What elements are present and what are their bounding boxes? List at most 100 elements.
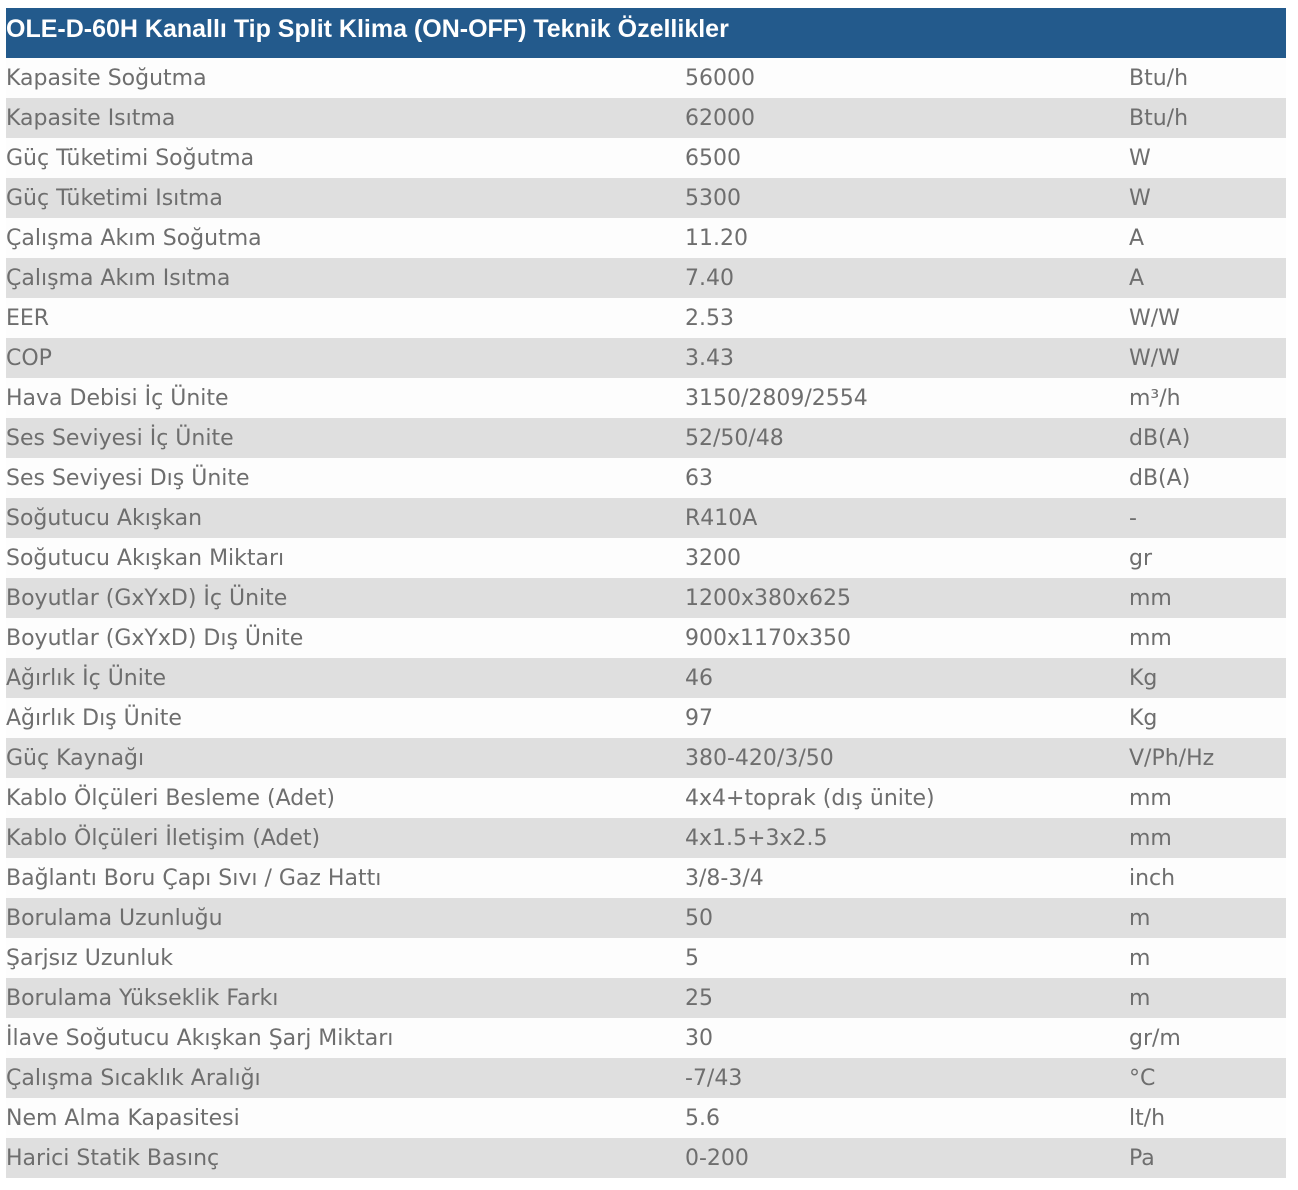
table-title: OLE-D-60H Kanallı Tip Split Klima (ON-OF… <box>6 8 1286 58</box>
spec-unit: W/W <box>1129 305 1180 331</box>
spec-value: 0-200 <box>685 1145 749 1171</box>
spec-value: R410A <box>685 505 758 531</box>
spec-label: Borulama Uzunluğu <box>6 905 223 931</box>
table-row: Çalışma Sıcaklık Aralığı -7/43 °C <box>6 1058 1286 1098</box>
spec-value: 50 <box>685 905 713 931</box>
spec-label: Ağırlık İç Ünite <box>6 665 167 691</box>
table-row: Hava Debisi İç Ünite 3150/2809/2554 m³/h <box>6 378 1286 418</box>
table-row: Şarjsız Uzunluk 5 m <box>6 938 1286 978</box>
spec-label: Kapasite Isıtma <box>6 105 176 131</box>
spec-value: 56000 <box>685 65 755 91</box>
spec-value: 63 <box>685 465 713 491</box>
spec-label: Ağırlık Dış Ünite <box>6 705 182 731</box>
spec-value: 380-420/3/50 <box>685 745 834 771</box>
spec-label: Soğutucu Akışkan <box>6 505 203 531</box>
spec-unit: m <box>1129 905 1151 931</box>
table-row: Kablo Ölçüleri İletişim (Adet) 4x1.5+3x2.… <box>6 818 1286 858</box>
spec-value: 3200 <box>685 545 741 571</box>
spec-unit: mm <box>1129 625 1172 651</box>
spec-unit: Pa <box>1129 1145 1155 1171</box>
spec-unit: Kg <box>1129 665 1158 691</box>
spec-label: Ses Seviyesi Dış Ünite <box>6 465 250 491</box>
spec-label: Güç Tüketimi Isıtma <box>6 185 223 211</box>
table-row: Nem Alma Kapasitesi 5.6 lt/h <box>6 1098 1286 1138</box>
spec-value: 5300 <box>685 185 741 211</box>
spec-unit: mm <box>1129 825 1172 851</box>
spec-value: 62000 <box>685 105 755 131</box>
spec-unit: gr <box>1129 545 1153 571</box>
spec-rows: Kapasite Soğutma 56000 Btu/h Kapasite Isıtm… <box>6 58 1286 1178</box>
spec-table: OLE-D-60H Kanallı Tip Split Klima (ON-OF… <box>6 8 1286 1178</box>
spec-value: 5 <box>685 945 699 971</box>
spec-value: 1200x380x625 <box>685 585 852 611</box>
spec-label: Soğutucu Akışkan Miktarı <box>6 545 285 571</box>
table-row: Güç Tüketimi Isıtma 5300 W <box>6 178 1286 218</box>
spec-label: Nem Alma Kapasitesi <box>6 1105 240 1131</box>
spec-value: 5.6 <box>685 1105 720 1131</box>
table-row: Bağlantı Boru Çapı Sıvı / Gaz Hattı 3/8-3… <box>6 858 1286 898</box>
table-row: Ses Seviyesi İç Ünite 52/50/48 dB(A) <box>6 418 1286 458</box>
spec-unit: inch <box>1129 865 1176 891</box>
spec-label: Ses Seviyesi İç Ünite <box>6 425 234 451</box>
spec-label: EER <box>6 305 50 331</box>
spec-unit: V/Ph/Hz <box>1129 745 1215 771</box>
spec-unit: W/W <box>1129 345 1180 371</box>
spec-unit: m <box>1129 985 1151 1011</box>
spec-value: 30 <box>685 1025 713 1051</box>
spec-label: Güç Tüketimi Soğutma <box>6 145 255 171</box>
spec-label: Çalışma Akım Soğutma <box>6 225 262 251</box>
spec-unit: Btu/h <box>1129 105 1189 131</box>
spec-unit: W <box>1129 185 1151 211</box>
table-row: COP 3.43 W/W <box>6 338 1286 378</box>
spec-unit: m <box>1129 945 1151 971</box>
table-row: Boyutlar (GxYxD) Dış Ünite 900x1170x350 mm <box>6 618 1286 658</box>
spec-label: İlave Soğutucu Akışkan Şarj Miktarı <box>6 1025 394 1051</box>
spec-unit: A <box>1129 225 1145 251</box>
spec-value: 11.20 <box>685 225 748 251</box>
spec-label: Şarjsız Uzunluk <box>6 945 174 971</box>
spec-value: 46 <box>685 665 713 691</box>
spec-label: Boyutlar (GxYxD) İç Ünite <box>6 585 288 611</box>
table-row: Harici Statik Basınç 0-200 Pa <box>6 1138 1286 1178</box>
spec-unit: A <box>1129 265 1145 291</box>
table-row: Çalışma Akım Isıtma 7.40 A <box>6 258 1286 298</box>
table-row: EER 2.53 W/W <box>6 298 1286 338</box>
table-row: Ağırlık Dış Ünite 97 Kg <box>6 698 1286 738</box>
spec-label: Kapasite Soğutma <box>6 65 207 91</box>
spec-unit: - <box>1129 505 1137 531</box>
table-row: Çalışma Akım Soğutma 11.20 A <box>6 218 1286 258</box>
spec-unit: gr/m <box>1129 1025 1181 1051</box>
table-row: Ağırlık İç Ünite 46 Kg <box>6 658 1286 698</box>
table-row: Kapasite Soğutma 56000 Btu/h <box>6 58 1286 98</box>
spec-label: Güç Kaynağı <box>6 745 145 771</box>
spec-unit: lt/h <box>1129 1105 1166 1131</box>
spec-value: 3/8-3/4 <box>685 865 764 891</box>
spec-value: 3.43 <box>685 345 734 371</box>
table-row: Kablo Ölçüleri Besleme (Adet) 4x4+toprak … <box>6 778 1286 818</box>
spec-label: Harici Statik Basınç <box>6 1145 220 1171</box>
table-row: Soğutucu Akışkan R410A - <box>6 498 1286 538</box>
spec-label: Bağlantı Boru Çapı Sıvı / Gaz Hattı <box>6 865 382 891</box>
spec-value: 52/50/48 <box>685 425 784 451</box>
spec-value: 25 <box>685 985 713 1011</box>
spec-label: Kablo Ölçüleri Besleme (Adet) <box>6 785 335 811</box>
spec-value: 2.53 <box>685 305 734 331</box>
spec-label: Boyutlar (GxYxD) Dış Ünite <box>6 625 304 651</box>
table-row: Güç Kaynağı 380-420/3/50 V/Ph/Hz <box>6 738 1286 778</box>
spec-label: Borulama Yükseklik Farkı <box>6 985 279 1011</box>
spec-unit: mm <box>1129 585 1172 611</box>
spec-label: Kablo Ölçüleri İletişim (Adet) <box>6 825 321 851</box>
spec-value: 97 <box>685 705 713 731</box>
spec-unit: dB(A) <box>1129 425 1191 451</box>
spec-value: -7/43 <box>685 1065 743 1091</box>
spec-value: 900x1170x350 <box>685 625 852 651</box>
table-row: Ses Seviyesi Dış Ünite 63 dB(A) <box>6 458 1286 498</box>
spec-unit: Kg <box>1129 705 1158 731</box>
spec-label: Çalışma Sıcaklık Aralığı <box>6 1065 261 1091</box>
spec-label: Çalışma Akım Isıtma <box>6 265 231 291</box>
spec-value: 7.40 <box>685 265 734 291</box>
spec-unit: dB(A) <box>1129 465 1191 491</box>
spec-unit: °C <box>1129 1065 1156 1091</box>
spec-unit: Btu/h <box>1129 65 1189 91</box>
table-row: Borulama Yükseklik Farkı 25 m <box>6 978 1286 1018</box>
